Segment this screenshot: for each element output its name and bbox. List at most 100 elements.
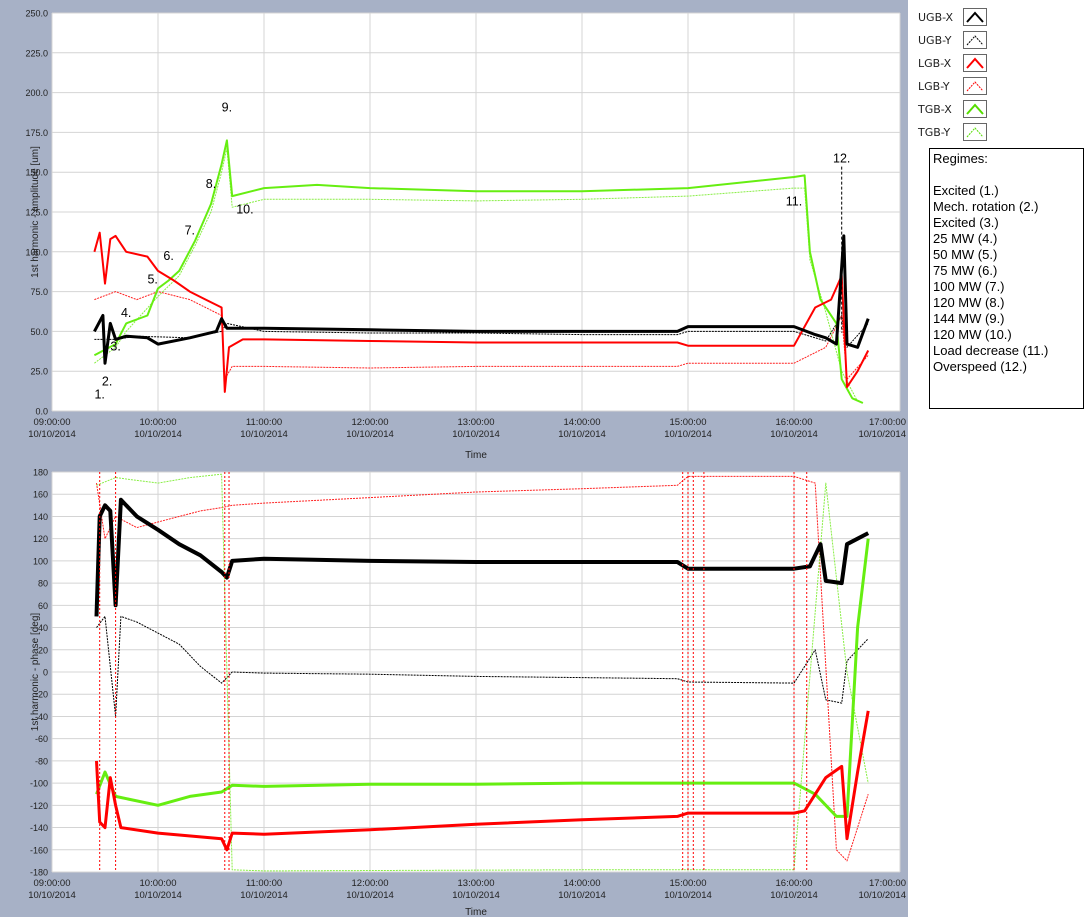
x-tick-date: 10/10/2014 <box>28 890 76 901</box>
x-tick-time: 09:00:00 <box>34 417 71 428</box>
regime-marker-label: 7. <box>185 223 195 237</box>
legend-label: TGB-Y <box>918 126 951 139</box>
x-tick-time: 12:00:00 <box>352 878 389 889</box>
regimes-list: Excited (1.) Mech. rotation (2.) Excited (… <box>933 183 1080 375</box>
legend-swatch-icon <box>963 8 987 26</box>
series-line-lgb-x <box>95 710 870 852</box>
legend-swatch-icon <box>963 123 987 141</box>
x-tick-time: 14:00:00 <box>564 878 601 889</box>
regime-marker-label: 4. <box>121 306 131 320</box>
y-tick-label: -180 <box>30 868 48 878</box>
series-line-ugb-y <box>96 615 869 717</box>
legend: UGB-X UGB-Y LGB-X LGB-Y TGB-X TGB-Y <box>908 0 1088 141</box>
legend-label: LGB-Y <box>918 80 950 93</box>
x-tick-date: 10/10/2014 <box>770 429 818 440</box>
x-axis-label: Time <box>465 907 487 917</box>
series-line-lgb-x <box>93 231 870 393</box>
legend-item-tgb-y: TGB-Y <box>908 123 1088 145</box>
y-tick-label: 20 <box>38 645 48 655</box>
regimes-title: Regimes: <box>933 151 988 166</box>
x-tick-time: 17:00:00 <box>869 417 906 428</box>
regime-item: Excited (3.) <box>933 215 999 230</box>
regime-marker-label: 8. <box>206 177 216 191</box>
regime-item: 120 MW (8.) <box>933 295 1005 310</box>
legend-swatch-icon <box>963 77 987 95</box>
y-tick-label: 150.0 <box>25 168 48 178</box>
regime-marker-label: 2. <box>102 375 112 389</box>
x-tick-time: 10:00:00 <box>140 417 177 428</box>
y-tick-label: 50.0 <box>30 327 48 337</box>
series-line-tgb-x <box>93 139 864 404</box>
y-tick-label: -40 <box>35 712 48 722</box>
y-tick-label: 200.0 <box>25 88 48 98</box>
x-tick-date: 10/10/2014 <box>240 890 288 901</box>
y-tick-label: -20 <box>35 690 48 700</box>
x-tick-time: 16:00:00 <box>776 878 813 889</box>
y-tick-label: 225.0 <box>25 48 48 58</box>
x-tick-date: 10/10/2014 <box>452 890 500 901</box>
x-tick-time: 15:00:00 <box>670 878 707 889</box>
amplitude-chart-panel: 1. 2. 3. 4. 5. 6. 7. 8. 9. 10. 11. 12. 0.0 25.0 50.0 7… <box>0 0 908 462</box>
legend-item-lgb-x: LGB-X <box>908 54 1088 76</box>
y-tick-label: 25.0 <box>30 367 48 377</box>
x-tick-time: 16:00:00 <box>776 417 813 428</box>
x-tick-date: 10/10/2014 <box>28 429 76 440</box>
legend-label: LGB-X <box>918 57 952 70</box>
regime-marker-label: 12. <box>833 152 850 166</box>
series-line-lgb-y <box>96 475 869 862</box>
regime-marker-label: 3. <box>110 340 120 354</box>
y-axis-label: 1st harmonic - phase [deg] <box>30 613 41 732</box>
regime-item: Load decrease (11.) <box>933 343 1049 358</box>
regime-item: 100 MW (7.) <box>933 279 1005 294</box>
legend-label: UGB-Y <box>918 34 952 47</box>
regime-item: 144 MW (9.) <box>933 311 1005 326</box>
regime-item: 120 MW (10.) <box>933 327 1012 342</box>
y-tick-label: 140 <box>33 512 48 522</box>
phase-chart: -180 -160 -140 -120 -100 -80 -60 -40 -20 0 20 40 60 8… <box>28 468 906 919</box>
regime-marker-label: 10. <box>236 203 253 217</box>
regime-item: Excited (1.) <box>933 183 999 198</box>
x-tick-time: 13:00:00 <box>458 878 495 889</box>
series-line-tgb-y <box>96 473 869 872</box>
x-tick-time: 12:00:00 <box>352 417 389 428</box>
y-tick-label: -160 <box>30 845 48 855</box>
series-line-lgb-y <box>94 291 869 380</box>
y-tick-label: -100 <box>30 779 48 789</box>
legend-item-ugb-y: UGB-Y <box>908 31 1088 53</box>
regime-item: 25 MW (4.) <box>933 231 998 246</box>
y-tick-label: 60 <box>38 601 48 611</box>
x-tick-date: 10/10/2014 <box>240 429 288 440</box>
y-tick-label: 40 <box>38 623 48 633</box>
x-tick-date: 10/10/2014 <box>664 429 712 440</box>
regime-marker-label: 6. <box>163 249 173 263</box>
regime-item: 50 MW (5.) <box>933 247 998 262</box>
legend-label: UGB-X <box>918 11 954 24</box>
x-tick-date: 10/10/2014 <box>558 890 606 901</box>
x-tick-date: 10/10/2014 <box>134 890 182 901</box>
legend-item-tgb-x: TGB-X <box>908 100 1088 122</box>
legend-label: TGB-X <box>918 103 952 116</box>
x-tick-date: 10/10/2014 <box>664 890 712 901</box>
legend-swatch-icon <box>963 54 987 72</box>
x-tick-time: 17:00:00 <box>869 878 906 889</box>
x-tick-time: 10:00:00 <box>140 878 177 889</box>
amplitude-chart: 1.2. 3. 4. 5. 6. 7. 8. 9. 10. 11. 12. 0.0 25.0 50.0 7… <box>25 9 906 462</box>
regime-marker-label: 5. <box>147 273 157 287</box>
x-tick-time: 11:00:00 <box>246 878 282 889</box>
x-tick-time: 15:00:00 <box>670 417 707 428</box>
x-tick-time: 14:00:00 <box>564 417 601 428</box>
y-tick-label: 180 <box>33 468 48 478</box>
y-axis-label: 1st harmonic - amplitude [um] <box>30 146 41 278</box>
regime-item: Overspeed (12.) <box>933 359 1027 374</box>
y-tick-label: -80 <box>35 756 48 766</box>
y-tick-label: 0.0 <box>35 407 48 417</box>
series-line-ugb-x <box>94 497 870 617</box>
y-tick-label: 80 <box>38 579 48 589</box>
y-tick-label: -140 <box>30 823 48 833</box>
x-axis-label: Time <box>465 450 487 461</box>
series-line-ugb-y <box>94 315 869 348</box>
x-tick-date: 10/10/2014 <box>346 429 394 440</box>
series-line-ugb-x <box>93 234 870 365</box>
y-tick-label: 250.0 <box>25 9 48 19</box>
x-tick-date: 10/10/2014 <box>558 429 606 440</box>
